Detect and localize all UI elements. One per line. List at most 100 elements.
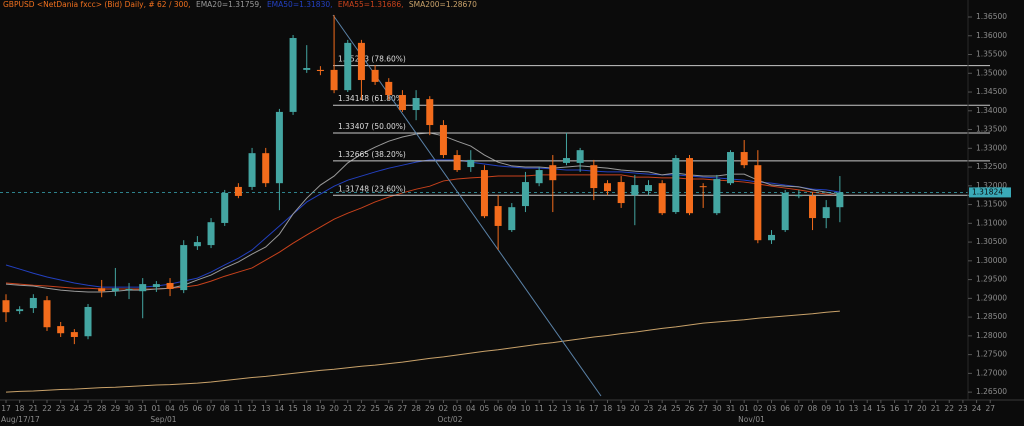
candle-body <box>467 159 475 168</box>
x-tick-label: 10 <box>835 404 845 413</box>
title-ema20: EMA20=1.31759, <box>196 0 262 9</box>
x-tick-label: 23 <box>958 404 968 413</box>
candle-body <box>139 284 147 292</box>
candle-body <box>590 165 598 189</box>
x-tick-label: 29 <box>111 404 121 413</box>
candle-body <box>809 195 817 219</box>
x-tick-label: 11 <box>234 404 244 413</box>
candle-body <box>207 222 215 246</box>
y-tick-label: 1.33000 <box>976 143 1007 152</box>
x-tick-label: 15 <box>876 404 886 413</box>
candle-body <box>426 99 434 126</box>
x-tick-label: 07 <box>794 404 804 413</box>
candle-body <box>248 153 256 187</box>
x-tick-label: 20 <box>630 404 640 413</box>
x-tick-label: 03 <box>452 404 462 413</box>
x-tick-label: 20 <box>329 404 339 413</box>
candle-body <box>303 68 311 70</box>
x-tick-label: 20 <box>917 404 927 413</box>
y-tick-label: 1.30000 <box>976 256 1007 265</box>
x-tick-label: 07 <box>206 404 216 413</box>
x-tick-label: 25 <box>370 404 380 413</box>
candle-body <box>508 207 516 231</box>
y-tick-label: 1.28000 <box>976 331 1007 340</box>
x-tick-label: 16 <box>890 404 900 413</box>
candle-body <box>549 165 557 181</box>
indicator-line <box>5 310 840 393</box>
candle-body <box>125 288 133 291</box>
candle-body <box>699 186 707 188</box>
x-tick-label: 10 <box>521 404 531 413</box>
candle-body <box>84 306 92 337</box>
candle-body <box>727 152 735 184</box>
x-tick-label: 30 <box>124 404 134 413</box>
fib-level-label: 1.31748 (23.60%) <box>338 184 406 193</box>
candle-body <box>385 81 393 96</box>
candle-body <box>822 207 830 219</box>
candle-body <box>166 282 174 289</box>
candle-body <box>562 158 570 163</box>
x-tick-label: 02 <box>439 404 449 413</box>
fib-level-label: 1.33407 (50.00%) <box>338 122 406 131</box>
x-tick-label: 08 <box>808 404 818 413</box>
candle-body <box>262 153 270 184</box>
x-tick-label: 24 <box>70 404 80 413</box>
x-tick-label: 23 <box>644 404 654 413</box>
price-layer <box>2 15 844 345</box>
candle-body <box>672 158 680 213</box>
last-price-label: 1.31824 <box>972 187 1003 196</box>
last-price-tag <box>969 187 1011 198</box>
y-tick-label: 1.31500 <box>976 200 1007 209</box>
x-tick-label: 18 <box>302 404 312 413</box>
candle-body <box>152 284 160 288</box>
x-tick-label: 22 <box>944 404 954 413</box>
candle-body <box>535 170 543 184</box>
y-tick-label: 1.30500 <box>976 237 1007 246</box>
x-tick-label: 13 <box>261 404 271 413</box>
x-tick-label: 22 <box>357 404 367 413</box>
candle-body <box>480 170 488 217</box>
x-tick-label: 18 <box>603 404 613 413</box>
x-tick-label: 04 <box>466 404 476 413</box>
x-tick-label: 12 <box>548 404 558 413</box>
x-tick-label: 24 <box>972 404 982 413</box>
y-tick-label: 1.29500 <box>976 275 1007 284</box>
period-label: Nov/01 <box>738 415 765 424</box>
fib-level-label: 1.35203 (78.60%) <box>338 55 406 64</box>
candle-body <box>2 300 10 313</box>
y-tick-label: 1.28500 <box>976 312 1007 321</box>
candle-body <box>836 192 844 208</box>
candle-body <box>453 155 461 171</box>
x-tick-label: 14 <box>275 404 285 413</box>
y-tick-label: 1.31000 <box>976 218 1007 227</box>
y-tick-label: 1.32500 <box>976 162 1007 171</box>
fib-level-label: 1.32665 (38.20%) <box>338 150 406 159</box>
candle-body <box>494 206 502 226</box>
y-tick-label: 1.35000 <box>976 68 1007 77</box>
x-tick-label: 19 <box>616 404 626 413</box>
x-tick-label: 05 <box>179 404 189 413</box>
x-tick-label: 26 <box>685 404 695 413</box>
candle-body <box>57 326 65 334</box>
x-tick-label: 04 <box>165 404 175 413</box>
y-tick-label: 1.32000 <box>976 181 1007 190</box>
candle-body <box>740 152 748 166</box>
candle-body <box>576 150 584 163</box>
title-ema55: EMA55=1.31686, <box>338 0 404 9</box>
x-tick-label: 28 <box>97 404 107 413</box>
candle-body <box>713 179 721 214</box>
x-tick-label: 31 <box>138 404 148 413</box>
candle-body <box>16 309 24 312</box>
period-label: Oct/02 <box>437 415 462 424</box>
candle-body <box>111 288 119 292</box>
x-tick-label: 27 <box>398 404 408 413</box>
candle-body <box>289 38 297 112</box>
x-tick-label: 17 <box>589 404 599 413</box>
candle-body <box>644 185 652 192</box>
x-tick-label: 21 <box>343 404 353 413</box>
y-tick-label: 1.27500 <box>976 350 1007 359</box>
candle-body <box>439 125 447 156</box>
y-tick-label: 1.33500 <box>976 125 1007 134</box>
x-tick-label: 03 <box>767 404 777 413</box>
x-tick-label: 21 <box>29 404 39 413</box>
